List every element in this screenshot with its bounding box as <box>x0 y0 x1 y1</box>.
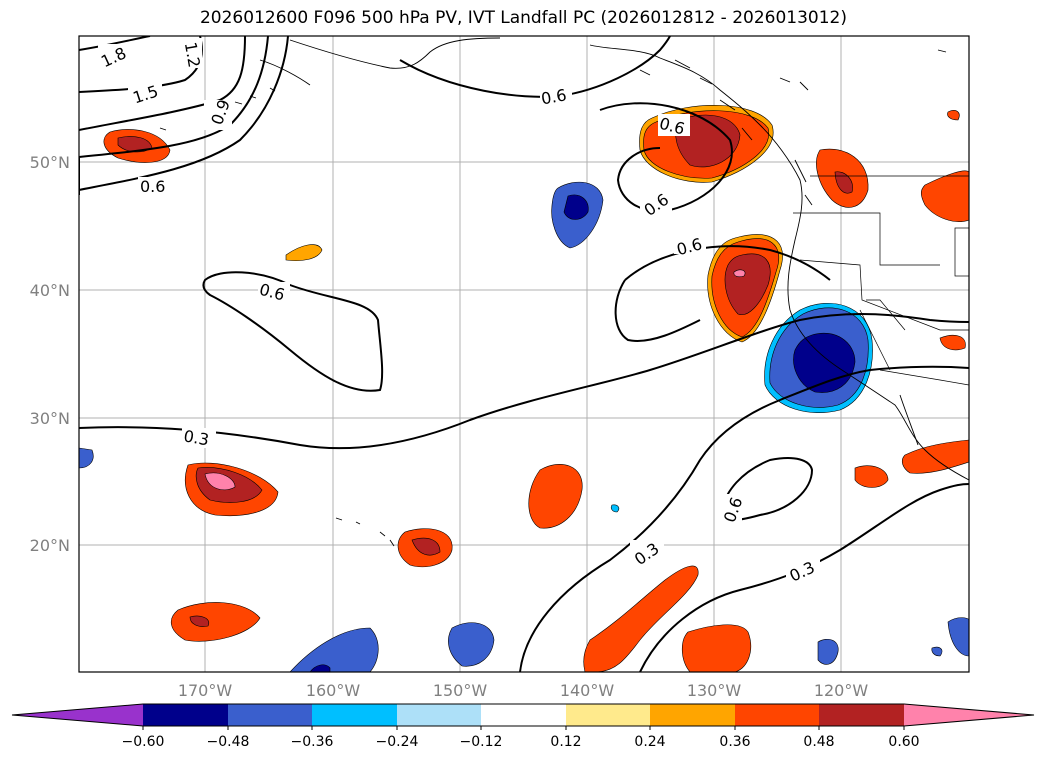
map-frame <box>78 35 970 673</box>
contour-label: 0.3 <box>182 426 210 449</box>
colorbar-segment <box>397 704 481 726</box>
coastlines <box>159 37 969 547</box>
lon-label-130w: 130°W <box>687 681 742 700</box>
colorbar-segment <box>228 704 312 726</box>
colorbar-tick-label: 0.36 <box>719 734 750 750</box>
colorbar-tick-label: 0.48 <box>803 734 834 750</box>
longitude-labels: 170°W 160°W 150°W 140°W 130°W 120°W <box>178 681 869 700</box>
colorbar-tick-label: 0.12 <box>550 734 581 750</box>
colorbar-segment <box>650 704 735 726</box>
colorbar-segment <box>735 704 819 726</box>
lon-label-150w: 150°W <box>433 681 488 700</box>
positive-anomaly-fields <box>103 105 969 672</box>
colorbar-segment <box>566 704 650 726</box>
colorbar-max-extension <box>904 704 1034 726</box>
lat-label-20n: 20°N <box>30 536 70 555</box>
negative-anomaly-fields <box>79 181 969 672</box>
political-borders <box>793 175 969 386</box>
colorbar-tick-label: −0.12 <box>460 734 503 750</box>
map-panel: 1.8 1.5 1.2 0.9 0.6 0.6 0.6 0.6 0.6 0.6 <box>78 35 970 673</box>
lon-label-120w: 120°W <box>814 681 869 700</box>
colorbar-segment <box>143 704 228 726</box>
lon-label-170w: 170°W <box>178 681 233 700</box>
lat-label-30n: 30°N <box>30 409 70 428</box>
contour-label: 1.2 <box>181 41 204 69</box>
colorbar-tick-label: 0.24 <box>634 734 665 750</box>
colorbar-segment <box>312 704 397 726</box>
lon-label-160w: 160°W <box>306 681 361 700</box>
colorbar-segment <box>819 704 904 726</box>
contour-label: 0.6 <box>540 85 568 108</box>
colorbar-tick-label: −0.48 <box>207 734 250 750</box>
colorbar-tick-label: −0.24 <box>376 734 419 750</box>
colorbar-segment <box>481 704 566 726</box>
lat-label-40n: 40°N <box>30 281 70 300</box>
latitude-labels: 50°N 40°N 30°N 20°N <box>30 153 70 555</box>
map-title: 2026012600 F096 500 hPa PV, IVT Landfall… <box>199 8 847 28</box>
colorbar-tick-label: −0.36 <box>291 734 334 750</box>
colorbar-tick-label: −0.60 <box>122 734 165 750</box>
colorbar-min-extension <box>12 704 143 726</box>
colorbar: −0.60 −0.48 −0.36 −0.24 −0.12 0.12 0.24 0.36 0.4… <box>11 703 1035 750</box>
lat-label-50n: 50°N <box>30 153 70 172</box>
colorbar-tick-label: 0.60 <box>888 734 919 750</box>
lon-label-140w: 140°W <box>560 681 615 700</box>
contour-label: 0.6 <box>140 177 165 196</box>
